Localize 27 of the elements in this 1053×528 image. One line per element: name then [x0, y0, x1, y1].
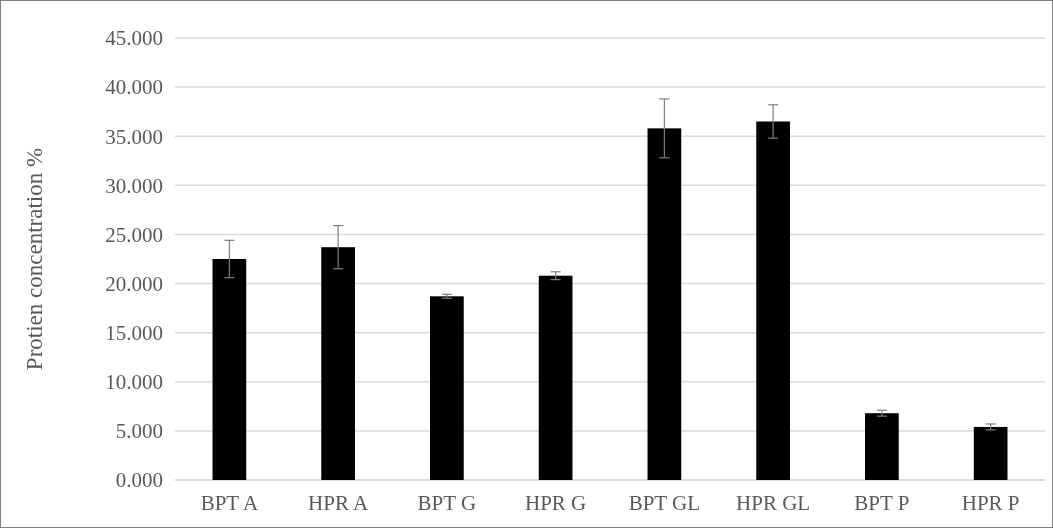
x-tick-label: BPT G [417, 491, 477, 515]
bar [430, 296, 464, 480]
y-tick-label: 10.000 [105, 370, 163, 395]
y-tick-label: 20.000 [105, 271, 163, 296]
x-tick-label: BPT P [854, 491, 910, 515]
bar [321, 247, 355, 480]
bar [538, 275, 573, 480]
x-tick-label: BPT A [200, 491, 259, 515]
x-tick-label: HPR GL [736, 491, 811, 515]
x-tick-label: HPR G [524, 491, 587, 515]
y-tick-label: 5.000 [115, 419, 163, 444]
y-tick-label: 30.000 [105, 173, 163, 198]
y-tick-label: 15.000 [105, 321, 163, 346]
bar [647, 128, 682, 480]
y-tick-label: 0.000 [115, 468, 163, 493]
y-tick-label: 40.000 [105, 75, 163, 100]
y-tick-label: 25.000 [105, 222, 163, 247]
bar [212, 259, 247, 480]
bar [865, 413, 899, 480]
y-tick-label: 45.000 [105, 26, 163, 51]
x-tick-label: HPR P [961, 491, 1020, 515]
x-tick-label: BPT GL [628, 491, 701, 515]
bar [756, 121, 790, 480]
x-tick-label: HPR A [308, 491, 370, 515]
y-tick-label: 35.000 [105, 124, 163, 149]
bar [973, 426, 1008, 480]
y-axis-title: Protien concentration % [22, 147, 47, 371]
